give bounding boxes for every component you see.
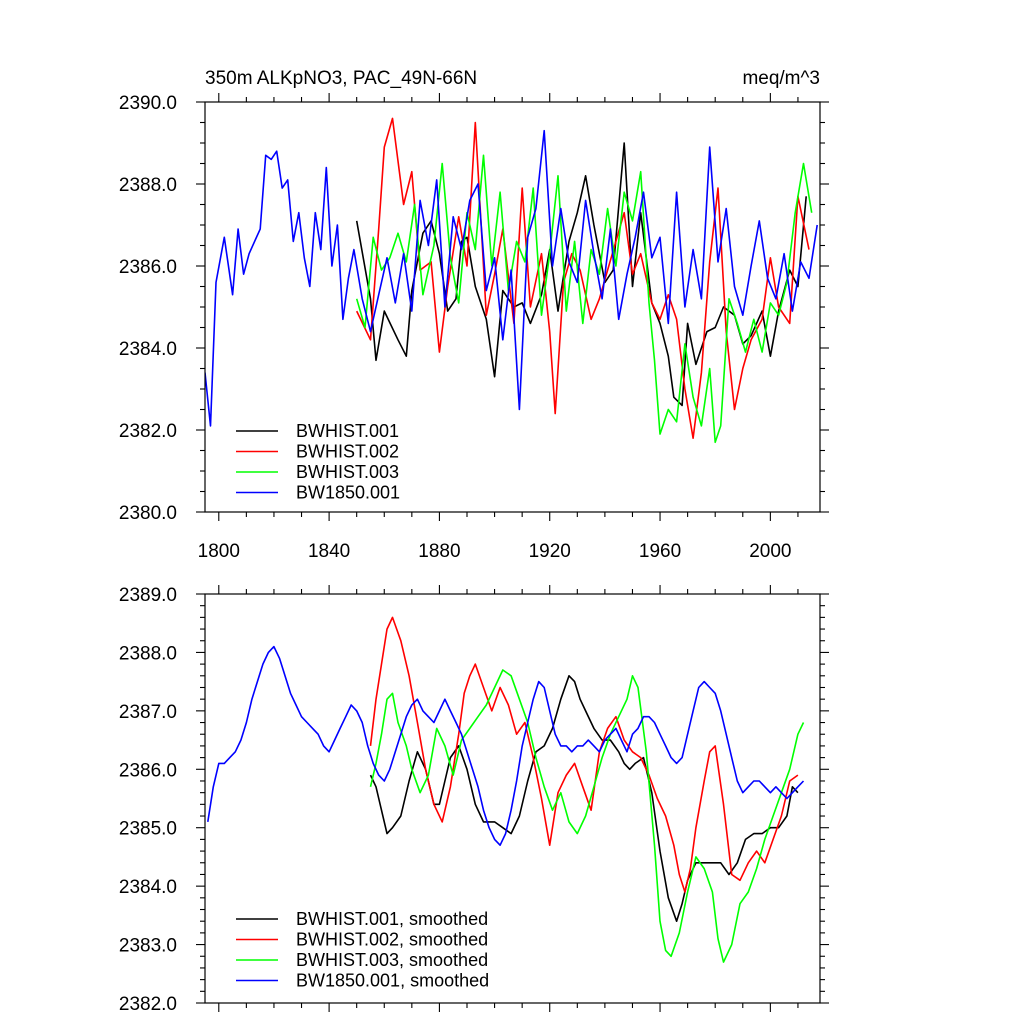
bottom-axes: 2382.0 2383.0 2384.0 2385.0 2386.0 2387.0 2388…	[119, 585, 829, 1015]
top-panel: 350m ALKpNO3, PAC_49N-66N meq/m^3 1800 18…	[119, 68, 829, 562]
bottom-y-tick-label: 2382.0	[119, 994, 177, 1015]
top-y-tick-label: 2382.0	[119, 421, 177, 442]
top-legend-label-3: BWHIST.003	[296, 462, 399, 482]
top-x-tick-label: 2000	[749, 541, 791, 562]
top-title: 350m ALKpNO3, PAC_49N-66N	[205, 68, 477, 89]
bottom-legend-label-2: BWHIST.002, smoothed	[296, 930, 488, 950]
bottom-plot-area	[207, 616, 805, 963]
top-legend-label-2: BWHIST.002	[296, 442, 399, 462]
top-series-line-2	[355, 117, 810, 440]
bottom-y-tick-label: 2387.0	[119, 702, 177, 723]
bottom-y-tick-label: 2385.0	[119, 819, 177, 840]
top-legend-label-4: BW1850.001	[296, 483, 400, 503]
bottom-series-line-1	[369, 674, 799, 923]
bottom-y-tick-label: 2388.0	[119, 643, 177, 664]
top-x-tick-label: 1960	[639, 541, 681, 562]
bottom-y-tick-label: 2386.0	[119, 760, 177, 781]
top-x-tick-label: 1920	[529, 541, 571, 562]
top-y-tick-label: 2390.0	[119, 93, 177, 114]
bottom-series-line-3	[369, 669, 805, 963]
top-axes: 1800 1840 1880 1920 1960 2000 2380.0 2382.0 2384…	[119, 93, 829, 562]
top-x-tick-label: 1840	[308, 541, 350, 562]
bottom-y-tick-label: 2384.0	[119, 877, 177, 898]
top-x-tick-label: 1800	[198, 541, 240, 562]
bottom-series-line-4	[207, 645, 805, 847]
bottom-legend-label-3: BWHIST.003, smoothed	[296, 950, 488, 970]
bottom-y-tick-label: 2383.0	[119, 936, 177, 957]
bottom-plot-frame	[204, 593, 821, 1004]
top-plot-area	[205, 117, 818, 444]
top-legend-label-1: BWHIST.001	[296, 421, 399, 441]
bottom-y-tick-label: 2389.0	[119, 585, 177, 606]
top-y-tick-label: 2380.0	[119, 503, 177, 524]
top-y-tick-label: 2386.0	[119, 257, 177, 278]
top-series-line-3	[355, 154, 813, 444]
bottom-series-line-2	[369, 616, 799, 893]
top-x-tick-label: 1880	[418, 541, 460, 562]
top-y-tick-label: 2388.0	[119, 175, 177, 196]
top-series-line-4	[205, 129, 818, 427]
top-y-tick-label: 2384.0	[119, 339, 177, 360]
top-units: meq/m^3	[742, 68, 820, 89]
bottom-legend-label-4: BW1850.001, smoothed	[296, 971, 489, 991]
bottom-legend-label-1: BWHIST.001, smoothed	[296, 909, 488, 929]
bottom-panel: 2382.0 2383.0 2384.0 2385.0 2386.0 2387.0 2388…	[119, 585, 829, 1015]
